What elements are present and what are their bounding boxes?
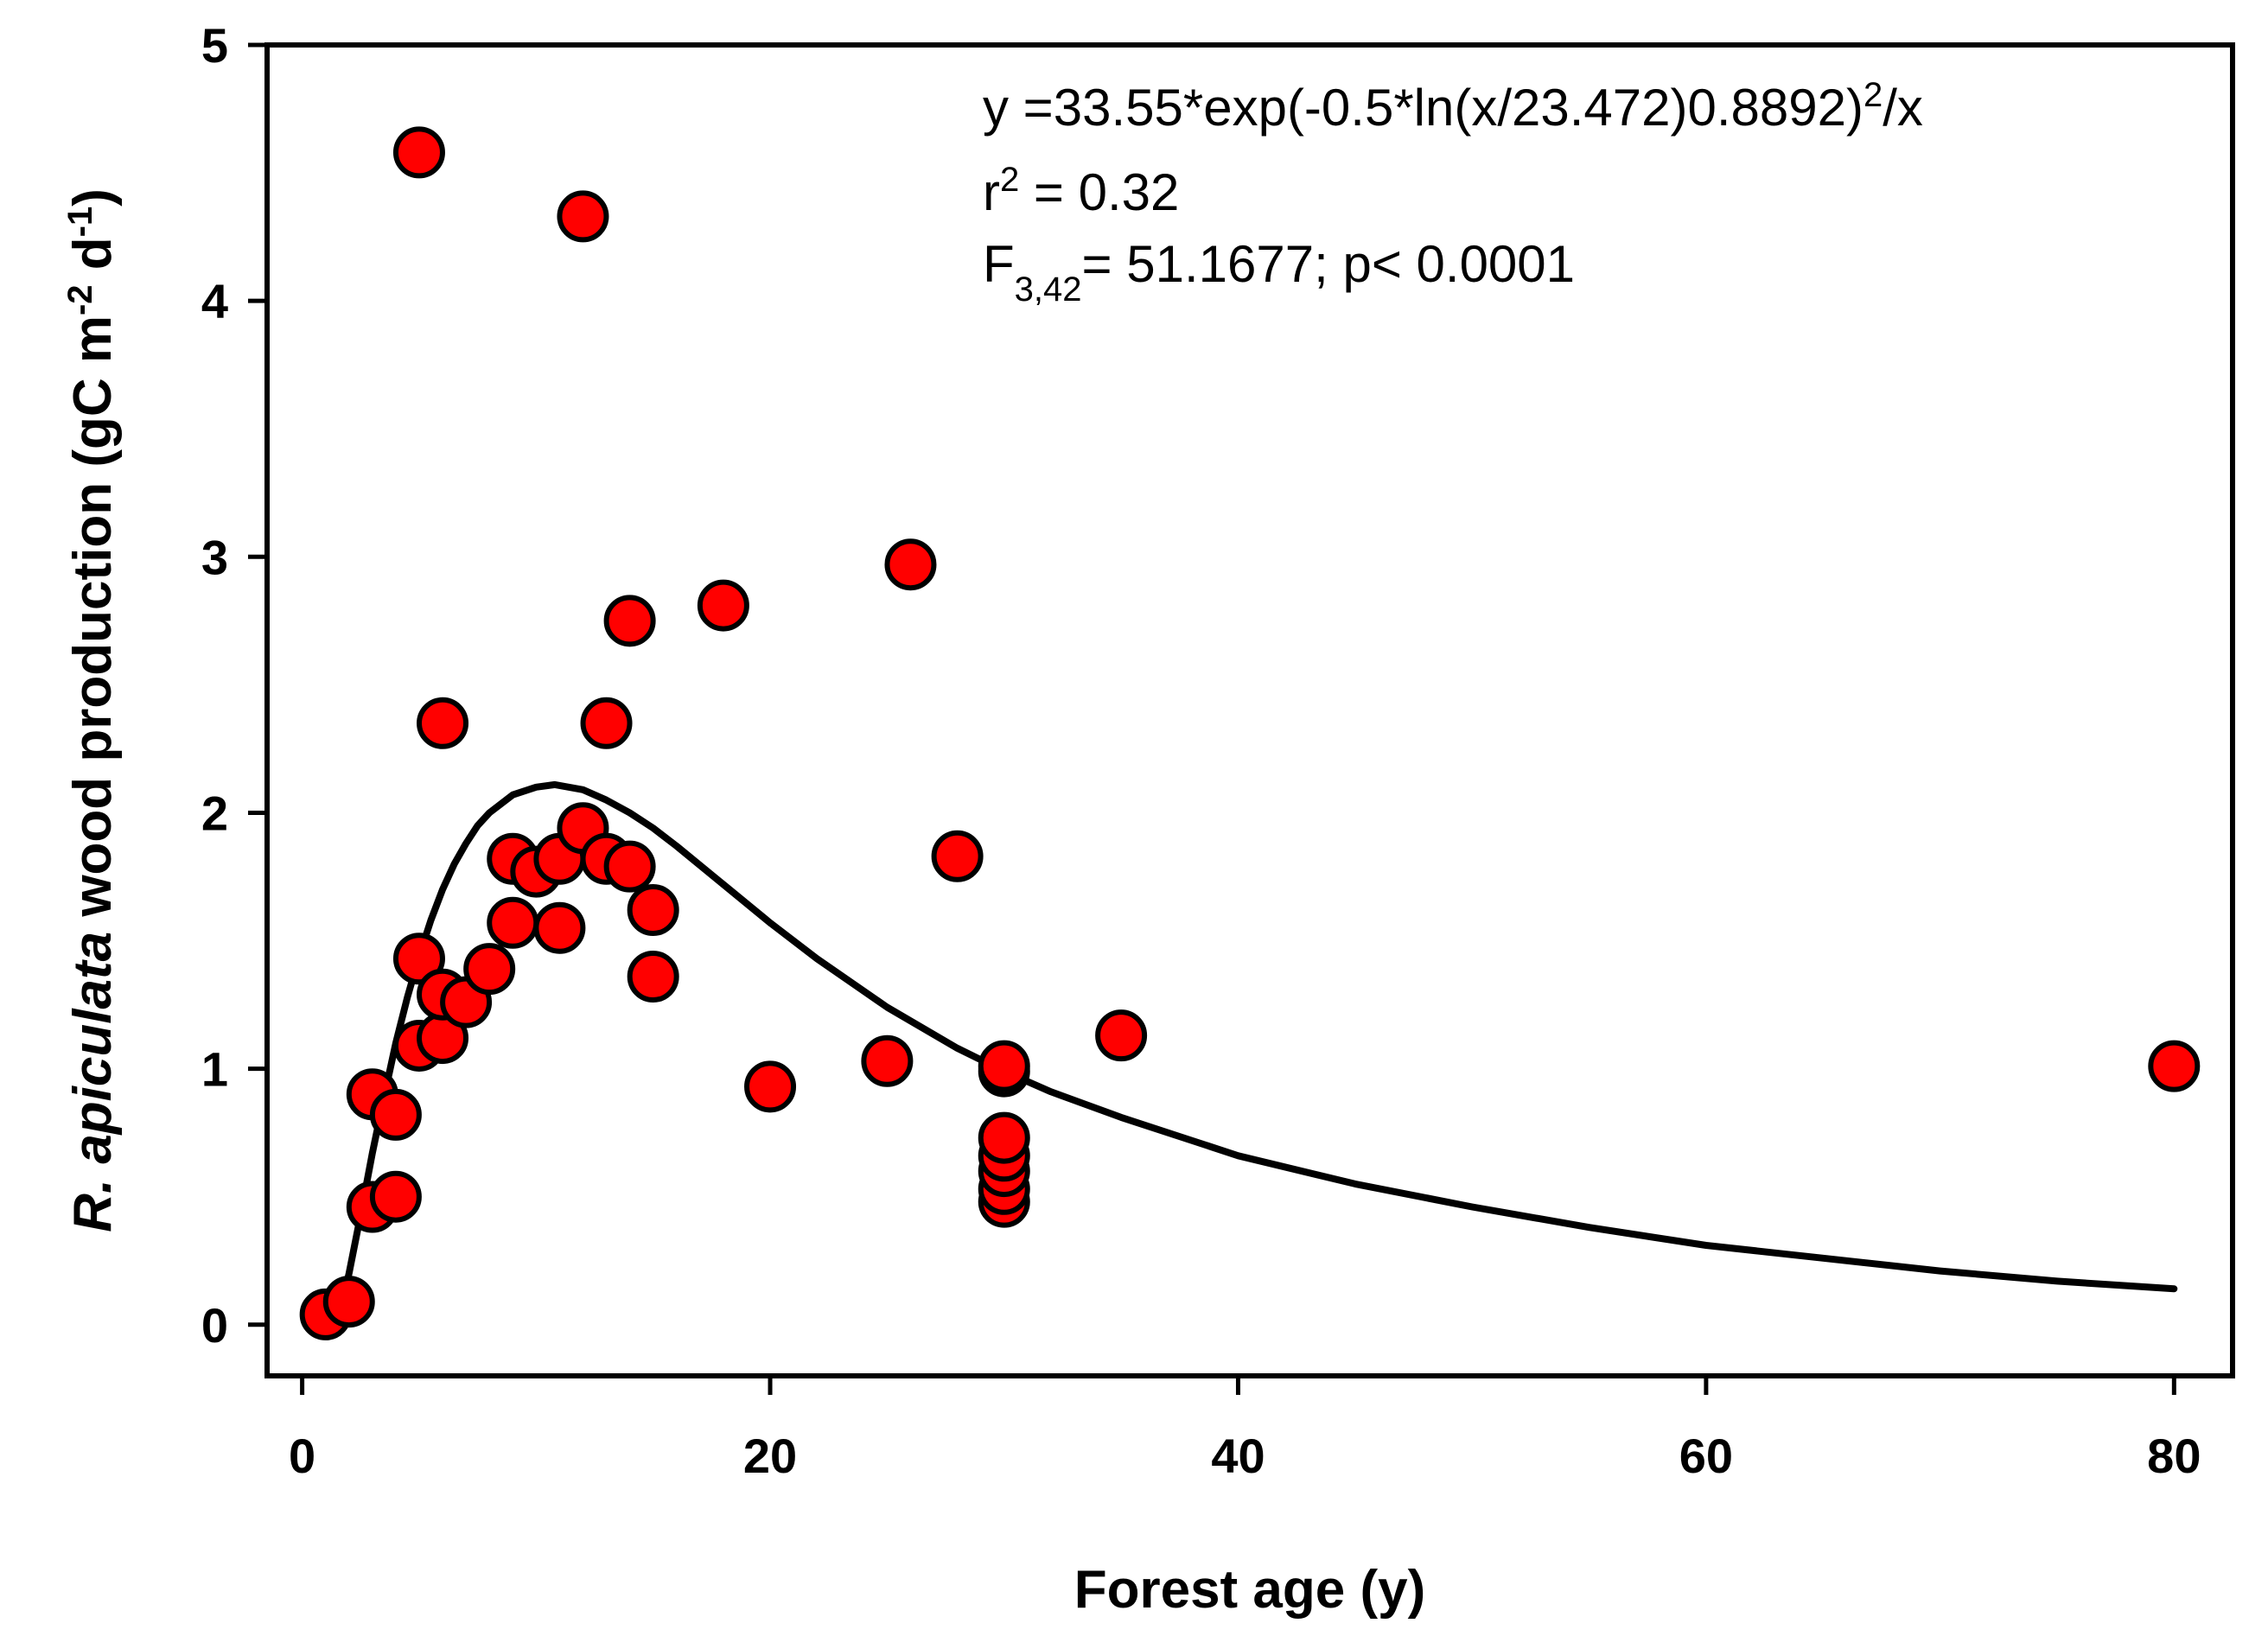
y-axis-title-sup-d: -1 [61,207,99,238]
y-axis-title-species: R. apiculata [63,932,123,1232]
data-point [697,579,749,632]
y-axis-title-text: wood production (gC m [63,315,123,932]
data-point [417,697,469,749]
data-point [322,1276,375,1328]
data-point [2148,1040,2201,1092]
data-point [557,190,609,243]
data-point [369,1088,422,1141]
data-point [463,943,516,996]
y-tick-label: 3 [201,530,228,584]
x-tick-label: 40 [1211,1429,1265,1483]
x-axis: 0 20 40 60 80 [289,1376,2201,1483]
equation-annotation: y =33.55*exp(-0.5*ln(x/23.472)0.8892)2/x [983,76,1923,137]
data-point [487,896,539,949]
data-point [1095,1009,1148,1062]
r2-prefix: r [983,163,1000,221]
y-tick-label: 2 [201,786,228,840]
equation-main: y =33.55*exp(-0.5*ln(x/23.472)0.8892) [983,79,1863,137]
f-suffix: = 51.1677; p< 0.0001 [1082,235,1576,293]
data-point [861,1034,914,1087]
data-point [392,126,445,179]
y-axis-title-d: d [63,237,123,284]
y-tick-label: 1 [201,1042,228,1097]
data-point [978,1040,1030,1092]
x-axis-title: Forest age (y) [1074,1560,1426,1620]
f-prefix: F [983,235,1015,293]
x-tick-label: 0 [289,1429,315,1483]
x-tick-label: 60 [1679,1429,1733,1483]
data-point [369,1170,422,1223]
data-point [580,697,633,749]
data-point [392,933,445,985]
y-axis: 0 1 2 3 4 5 [201,18,267,1353]
x-tick-label: 20 [743,1429,797,1483]
y-axis-title: R. apiculata wood production (gC m-2 d-1… [61,188,123,1232]
plot-frame [264,42,2235,1378]
data-point [744,1060,797,1113]
r2-sup: 2 [1000,161,1019,199]
x-tick-label: 80 [2147,1429,2201,1483]
y-tick-label: 4 [201,274,228,328]
y-tick-label: 0 [201,1298,228,1353]
f-test-annotation: F3,42= 51.1677; p< 0.0001 [983,235,1575,309]
y-axis-title-end: ) [63,188,123,207]
data-point [884,538,937,591]
f-sub: 3,42 [1015,271,1082,309]
r2-suffix: = 0.32 [1019,163,1179,221]
data-point [931,830,984,882]
data-point [627,951,679,1003]
equation-sup: 2 [1863,76,1883,114]
equation-tail: /x [1883,79,1923,137]
data-point [603,595,656,647]
data-point [978,1111,1030,1164]
data-point [627,884,679,936]
r2-annotation: r2 = 0.32 [983,161,1179,221]
y-axis-title-sup-m: -2 [61,284,99,315]
data-point [603,840,656,893]
data-points [299,126,2201,1340]
data-point [533,901,586,954]
y-tick-label: 5 [201,18,228,73]
